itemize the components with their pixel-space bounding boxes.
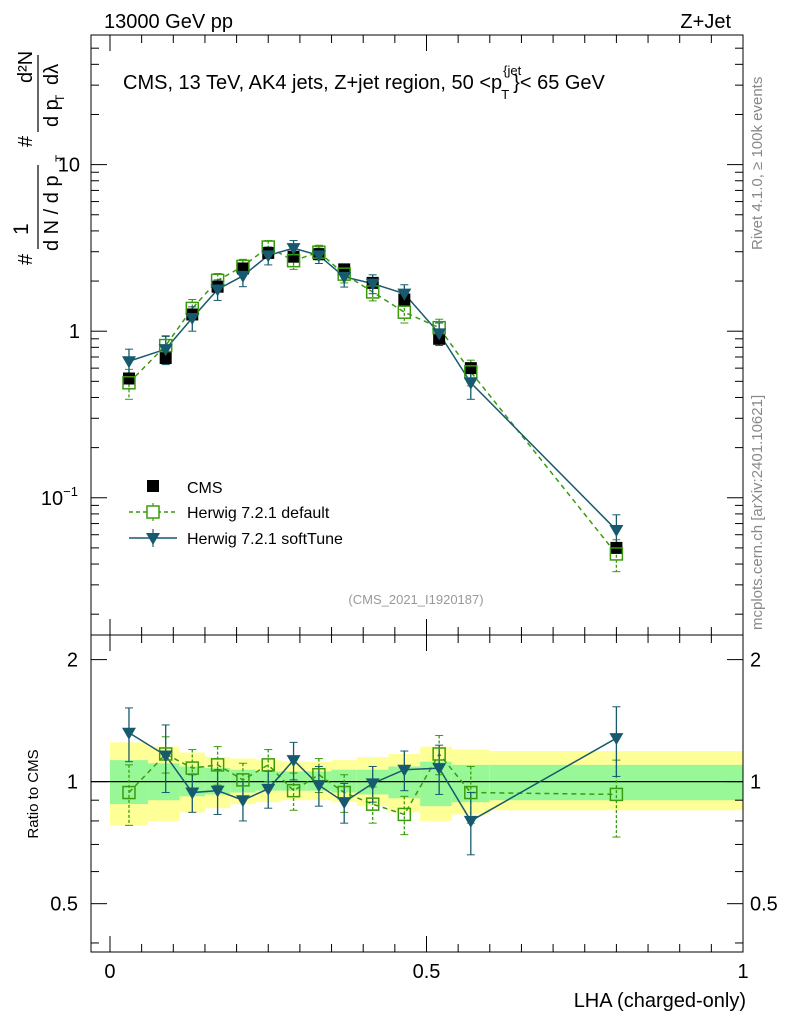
ratio-ytick-label-right: 2 (750, 650, 761, 672)
ratio-ytick-label-right: 1 (750, 772, 761, 794)
ratio-frame (90, 634, 744, 953)
ylabel-d2n: d²N (15, 51, 37, 83)
herwig-softtune-point (337, 271, 352, 284)
herwig-softtune-point (609, 525, 624, 538)
xtick-label: 0 (104, 961, 115, 983)
cms-data-point (159, 352, 172, 365)
side-mcplots-label: mcplots.cern.ch [arXiv:2401.10621] (749, 395, 766, 630)
plot-title: CMS, 13 TeV, AK4 jets, Z+jet region, 50 … (123, 63, 606, 102)
ylabel-hash-2: # (15, 135, 37, 147)
ylabel-sub-t2: T (53, 94, 67, 102)
ratio-softtune-point (397, 764, 412, 777)
herwig-default-point (397, 305, 412, 319)
main-ylabel: # 1 d N / d p T # d p T d²N dλ (10, 51, 67, 265)
legend: CMS Herwig 7.2.1 default Herwig 7.2.1 so… (129, 480, 343, 548)
energy-label: 13000 GeV pp (104, 11, 233, 33)
ylabel-denominator: d N / d p (41, 175, 63, 251)
herwig-softtune-point (121, 356, 136, 369)
process-label: Z+Jet (680, 11, 731, 33)
herwig-softtune-point (311, 250, 326, 263)
main-series (121, 240, 624, 573)
ylabel-numerator: 1 (10, 223, 33, 235)
ratio-softtune-point (121, 727, 136, 740)
ratio-softtune-point (365, 778, 380, 791)
xtick-label: 1 (737, 961, 748, 983)
ratio-softtune-point (463, 815, 478, 828)
xtick-label: 0.5 (413, 961, 441, 983)
ratio-default-point (397, 807, 412, 822)
legend-cms-label: CMS (187, 480, 223, 497)
legend-default-label: Herwig 7.2.1 default (187, 505, 330, 522)
main-ytick-label: 1 (69, 321, 80, 343)
main-ticks (91, 34, 744, 635)
herwig-softtune-point (210, 284, 225, 297)
main-panel: 10−1 1 10 (41, 34, 744, 636)
ratio-default-line (128, 752, 617, 816)
ratio-default-point (185, 761, 200, 775)
ratio-softtune-point (210, 785, 225, 798)
ratio-mc-bands (109, 742, 743, 826)
ratio-panel: 0.5 0.5 1 1 2 2 0 0.5 1 (50, 634, 778, 983)
ratio-ytick-label-right: 0.5 (750, 894, 778, 916)
ratio-softtune-point (261, 783, 276, 796)
ylabel-hash-1: # (15, 253, 37, 265)
herwig-softtune-point (286, 243, 301, 256)
analysis-id: (CMS_2021_I1920187) (348, 592, 483, 607)
ratio-softtune-point (311, 780, 326, 793)
ratio-softtune-point (158, 750, 173, 763)
legend-cms-marker (147, 480, 159, 492)
main-ytick-label: 10−1 (41, 484, 78, 510)
herwig-default-point (122, 376, 136, 390)
x-axis-label: LHA (charged-only) (574, 990, 746, 1012)
herwig-softtune-point (261, 250, 276, 263)
ratio-default-point (365, 797, 380, 811)
side-rivet-label: Rivet 4.1.0, ≥ 100k events (749, 77, 766, 250)
herwig-softtune-point (432, 328, 447, 341)
ratio-default-point (286, 783, 301, 798)
ratio-default-point (122, 785, 136, 800)
cms-data-point (287, 250, 300, 263)
cms-data-point (464, 362, 477, 375)
herwig-softtune-point (463, 377, 478, 390)
herwig-softtune-point (235, 270, 250, 283)
ratio-tick-labels: 0.5 0.5 1 1 2 2 0 0.5 1 (50, 650, 778, 983)
herwig-softtune-point (365, 278, 380, 291)
ratio-ylabel: Ratio to CMS (25, 749, 42, 838)
ratio-softtune-point (185, 787, 200, 800)
ratio-ticks (91, 635, 744, 952)
ratio-default-point (261, 758, 275, 772)
ratio-softtune-point (337, 797, 352, 810)
herwig-default-point (609, 547, 624, 561)
herwig-softtune-point (185, 312, 200, 325)
ratio-series (121, 706, 624, 856)
ratio-default-point (236, 773, 250, 787)
ratio-ytick-label: 2 (67, 650, 78, 672)
herwig-softtune-point (158, 344, 173, 357)
ratio-ytick-label: 0.5 (50, 894, 78, 916)
ratio-default-point (210, 758, 225, 772)
ratio-default-point (432, 747, 446, 761)
ylabel-dp: d p (41, 99, 63, 127)
ratio-softtune-point (286, 755, 301, 768)
ylabel-dlambda: dλ (41, 64, 63, 85)
legend-softtune-marker (146, 533, 160, 545)
ratio-ytick-label: 1 (67, 772, 78, 794)
ratio-softtune-point (609, 733, 624, 746)
ratio-softtune-point (432, 763, 447, 776)
ylabel-sub-t1: T (53, 154, 67, 162)
cms-data-point (122, 372, 135, 385)
ratio-softtune-point (235, 795, 250, 808)
herwig-softtune-point (397, 288, 412, 301)
main-ytick-labels: 10−1 1 10 (41, 155, 80, 510)
main-ytick-label: 10 (58, 155, 80, 177)
ratio-default-point (609, 787, 624, 802)
ratio-default-point (464, 785, 478, 800)
legend-softtune-label: Herwig 7.2.1 softTune (187, 531, 343, 548)
legend-default-marker (146, 505, 160, 519)
